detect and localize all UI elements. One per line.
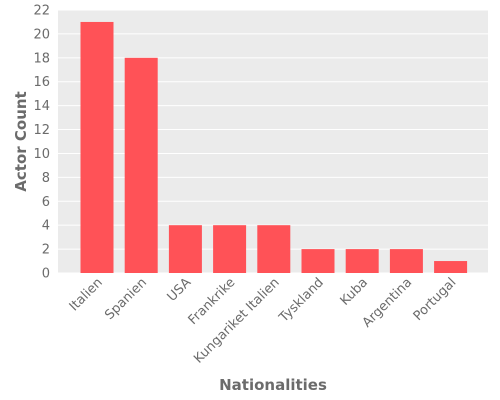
y-tick-label: 2	[42, 243, 50, 258]
bars	[80, 21, 468, 274]
x-tick-label: Tyskland	[276, 275, 327, 326]
y-tick-label: 14	[33, 99, 50, 114]
bar	[80, 21, 114, 274]
y-tick-label: 0	[42, 267, 50, 282]
y-tick-label: 12	[33, 123, 50, 138]
y-tick-labels: 0 2 4 6 8 10 12 14 16 18 20 22	[33, 4, 50, 282]
x-tick-label: Italien	[67, 275, 106, 314]
y-tick-label: 10	[33, 147, 50, 162]
bar	[257, 225, 291, 273]
x-tick-label: Kungariket Italien	[191, 275, 282, 366]
bar	[213, 225, 247, 273]
y-tick-label: 20	[33, 27, 50, 42]
x-tick-label: Spanien	[102, 275, 150, 323]
y-tick-label: 4	[42, 219, 50, 234]
y-tick-label: 22	[33, 4, 50, 19]
bar	[168, 225, 202, 273]
bar	[434, 261, 468, 273]
x-tick-label: Kuba	[338, 275, 371, 308]
bar	[389, 249, 423, 273]
y-tick-label: 18	[33, 51, 50, 66]
x-axis-title: Nationalities	[219, 376, 327, 394]
bar	[301, 249, 335, 273]
bar	[345, 249, 379, 273]
x-tick-label: USA	[165, 275, 195, 305]
bar	[124, 57, 158, 274]
y-axis-title: Actor Count	[12, 91, 30, 191]
y-tick-label: 16	[33, 75, 50, 90]
y-tick-label: 8	[42, 171, 50, 186]
x-tick-label: Portugal	[411, 275, 460, 324]
y-tick-label: 6	[42, 195, 50, 210]
